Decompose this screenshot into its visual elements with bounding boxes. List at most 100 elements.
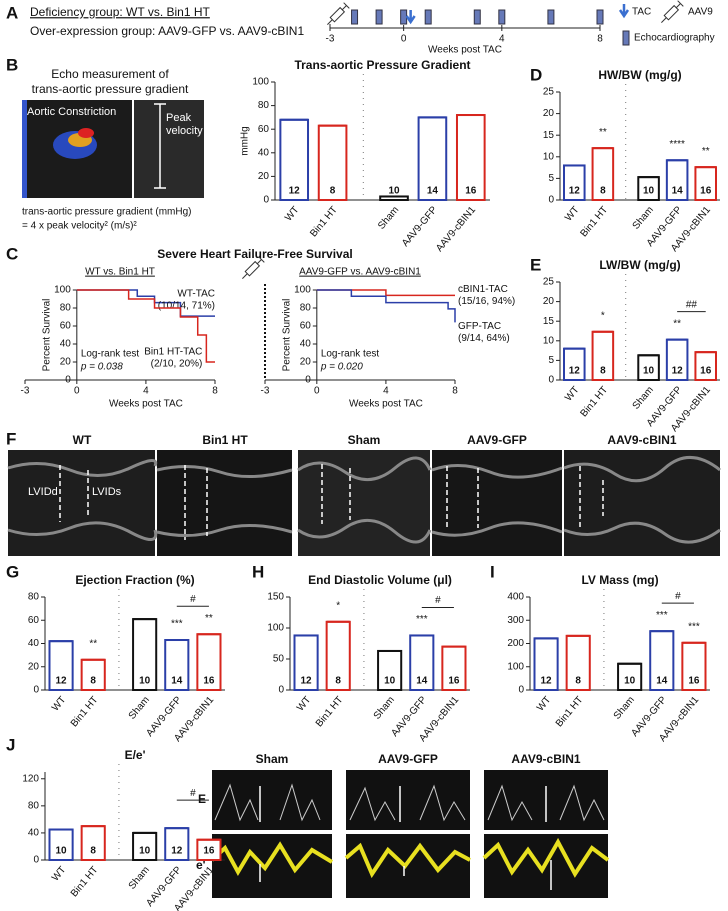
y-tick-label: 300 (507, 615, 524, 626)
y-tick-label: 10 (543, 151, 555, 162)
y-tick-label: 20 (60, 357, 72, 368)
x-tick-label: 8 (212, 386, 218, 397)
formula: = 4 x peak velocity² (m/s)² (22, 221, 137, 232)
y-tick-label: 0 (33, 855, 39, 866)
row-label: E (198, 792, 206, 806)
mmode-images (7, 450, 721, 556)
legend-echo (622, 30, 630, 46)
y-tick-label: 20 (258, 171, 270, 182)
y-tick-label: 80 (28, 800, 40, 811)
survival-curve (76, 289, 215, 363)
comparison-label: # (675, 591, 681, 602)
legend-label: AAV9 (688, 7, 713, 18)
syringe-icon (661, 0, 684, 23)
n-label: 12 (171, 846, 183, 857)
chart-title: End Diastolic Volume (μl) (308, 573, 452, 587)
y-tick-label: 100 (54, 285, 71, 296)
panel-letter: C (6, 244, 18, 263)
n-label: 16 (203, 846, 215, 857)
x-tick-label: 0 (314, 386, 320, 397)
x-tick-label: Bin1 HT (69, 695, 101, 730)
significance: *** (416, 614, 428, 625)
x-axis-label: Weeks post TAC (428, 45, 502, 56)
echo-marker (596, 9, 604, 25)
chart-title: Trans-aortic Pressure Gradient (294, 58, 470, 72)
chart-subtitle: WT vs. Bin1 HT (85, 267, 155, 278)
x-tick-label: Sham (631, 205, 656, 232)
y-tick-label: 20 (300, 357, 312, 368)
y-tick-label: 40 (300, 339, 312, 350)
group-label: WT (73, 433, 92, 447)
echo-marker (375, 9, 383, 25)
n-label: 10 (643, 186, 655, 197)
y-tick-label: 5 (548, 355, 554, 366)
y-tick-label: 400 (507, 592, 524, 603)
y-tick-label: 200 (507, 638, 524, 649)
n-label: 12 (56, 676, 68, 687)
group-label: AAV9-cBIN1 (607, 433, 676, 447)
y-tick-label: 40 (28, 638, 40, 649)
y-tick-label: 25 (543, 277, 555, 288)
y-tick-label: 80 (300, 303, 312, 314)
chart-subtitle: AAV9-GFP vs. AAV9-cBIN1 (299, 267, 421, 278)
significance: ** (599, 127, 607, 138)
panel-letter: F (6, 429, 16, 448)
n-label: 16 (700, 366, 712, 377)
n-label: 12 (541, 676, 553, 687)
n-label: 16 (465, 186, 477, 197)
y-tick-label: 15 (543, 130, 555, 141)
y-tick-label: 0 (33, 685, 39, 696)
series-summary: (2/10, 20%) (151, 359, 203, 370)
y-tick-label: 50 (273, 654, 285, 665)
n-label: 16 (688, 676, 700, 687)
y-tick-label: 0 (263, 195, 269, 206)
significance: ** (673, 318, 681, 329)
syringe-icon (327, 2, 350, 25)
n-label: 8 (600, 186, 606, 197)
group-label: AAV9-cBIN1 (511, 752, 580, 766)
y-tick-label: 0 (548, 195, 554, 206)
series-label: Bin1 HT-TAC (144, 347, 202, 358)
y-tick-label: 0 (518, 685, 524, 696)
n-label: 10 (384, 676, 396, 687)
y-tick-label: 40 (60, 339, 72, 350)
n-label: 10 (56, 846, 68, 857)
y-tick-label: 100 (267, 623, 284, 634)
y-tick-label: 60 (258, 124, 270, 135)
mmode-label: LVIDs (92, 486, 122, 498)
y-tick-label: 120 (22, 773, 39, 784)
x-tick-label: -3 (21, 386, 30, 397)
n-label: 8 (335, 676, 341, 687)
x-tick-label: WT (535, 695, 553, 714)
series-label: WT-TAC (177, 289, 215, 300)
x-tick-label: 8 (452, 386, 458, 397)
n-label: 16 (700, 186, 712, 197)
x-tick-label: Sham (631, 385, 656, 412)
chart-title: HW/BW (mg/g) (598, 68, 681, 82)
x-axis-label: Weeks post TAC (109, 399, 183, 410)
x-axis-label: Weeks post TAC (349, 399, 423, 410)
n-label: 8 (330, 186, 336, 197)
chart-title: LV Mass (mg) (581, 573, 658, 587)
y-tick-label: 0 (278, 685, 284, 696)
echo-marker (473, 9, 481, 25)
n-label: 8 (600, 366, 606, 377)
n-label: 14 (672, 186, 684, 197)
x-tick-label: WT (563, 205, 581, 224)
syringe-plunger (675, 3, 681, 9)
chart-title: LW/BW (mg/g) (599, 258, 680, 272)
x-tick-label: 0 (74, 386, 80, 397)
n-label: 16 (448, 676, 460, 687)
y-axis-label: mmHg (240, 126, 251, 155)
significance: * (336, 600, 340, 611)
y-tick-label: 60 (300, 321, 312, 332)
n-label: 10 (139, 676, 151, 687)
echo-marker (400, 9, 408, 25)
x-tick-label: AAV9-cBIN1 (434, 204, 478, 254)
significance: ** (205, 613, 213, 624)
y-axis-label: Percent Survival (281, 299, 292, 372)
y-tick-label: 0 (65, 375, 71, 386)
y-tick-label: 20 (28, 661, 40, 672)
legend-label: Echocardiography (634, 33, 715, 44)
comparison-label: # (435, 595, 441, 606)
